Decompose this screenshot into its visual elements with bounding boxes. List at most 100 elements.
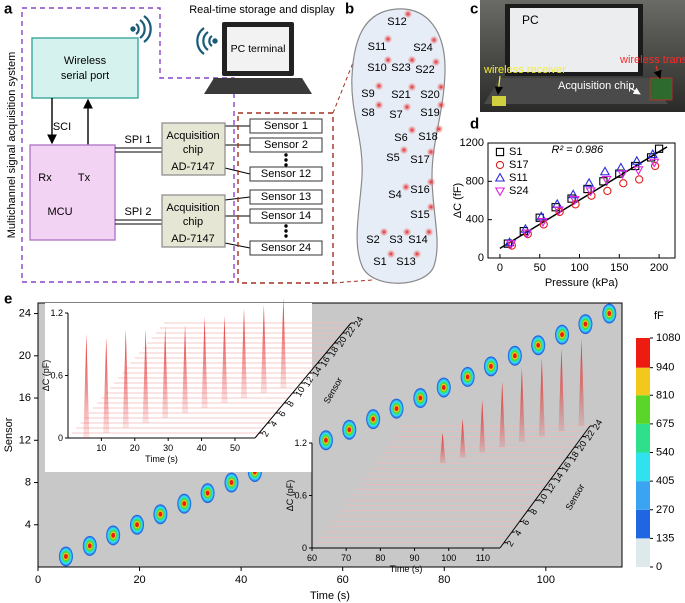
marker: [569, 195, 580, 206]
sensor-dot: [407, 55, 417, 65]
peak: [221, 315, 228, 403]
z-tick-label: 2: [505, 539, 516, 548]
peak: [280, 297, 287, 388]
transmitter-board: [649, 77, 673, 101]
blob: [130, 514, 145, 535]
colorbar-segment: [636, 538, 650, 567]
receiver: [492, 96, 506, 106]
sensor-dot: [383, 55, 393, 65]
x-tick-label: 20: [130, 443, 140, 453]
chip-box: [161, 122, 226, 176]
y-tick-label: 0: [58, 433, 63, 443]
marker: [568, 189, 579, 199]
legend-label: S11: [509, 172, 528, 184]
blob-layer: [418, 395, 423, 401]
chip-label: AD-7147: [171, 233, 214, 245]
marker: [583, 177, 595, 187]
insole-sensor-label: S2: [366, 234, 379, 246]
sensor-dot: [386, 249, 396, 259]
peak: [103, 337, 110, 433]
insole: S12 S11 S24 S10 S23 S22 S9 S21 S20 S8 S7 S19 S6 S18 S5…: [351, 8, 446, 284]
x-tick-label: 30: [163, 443, 173, 453]
y-tick-label: 1.2: [294, 438, 307, 448]
sensor-dot: [402, 227, 412, 237]
chip-box: [161, 194, 226, 248]
blob: [153, 504, 168, 525]
y-tick-label: 400: [466, 214, 484, 226]
insole-sensor-label: S11: [368, 41, 387, 53]
y-axis-label: ΔC (pF): [41, 360, 51, 392]
peak: [182, 324, 189, 413]
x-tick-label: 20: [133, 574, 145, 586]
y-tick-label: 8: [25, 477, 31, 489]
z-tick-label: 22: [583, 428, 597, 442]
blob-layer: [111, 532, 116, 538]
x-tick-label: 150: [610, 262, 628, 274]
x-tick-label: 60: [307, 553, 317, 563]
blob-layer: [512, 353, 517, 359]
z-tick-label: 16: [318, 355, 332, 369]
sensor-box: [249, 189, 323, 205]
laptop-base: [204, 78, 312, 94]
sensor-dot: [399, 145, 409, 155]
chip-label: AD-7147: [171, 161, 214, 173]
insole-sensor-label: S23: [391, 62, 411, 74]
blob: [389, 398, 404, 419]
sensor-dot: [431, 57, 441, 67]
chip-label: Acquisition: [166, 202, 219, 214]
z-tick-label: 20: [335, 335, 349, 349]
blob: [106, 525, 121, 546]
blob: [413, 388, 428, 409]
colorbar-tick-label: 540: [656, 447, 674, 459]
arrow: [494, 75, 503, 96]
peak: [122, 329, 129, 428]
legend-marker: [494, 187, 506, 197]
blob: [436, 377, 451, 398]
panel-label: d: [470, 116, 479, 133]
z-tick-label: 4: [268, 419, 279, 428]
sensor-dot: [436, 82, 446, 92]
annotation: R² = 0.986: [552, 144, 605, 156]
x-tick-label: 80: [375, 553, 385, 563]
insole-sensor-label: S20: [420, 89, 440, 101]
insole-sensor-label: S16: [410, 184, 430, 196]
x-tick-label: 0: [497, 262, 503, 274]
insole-sensor-label: S21: [391, 89, 411, 101]
sensor-label: Sensor 13: [261, 191, 311, 203]
x-tick-label: 40: [197, 443, 207, 453]
blob: [555, 324, 570, 345]
sensor-dot: [402, 102, 412, 112]
z-axis: [499, 425, 591, 549]
x-tick-label: 200: [650, 262, 668, 274]
marker: [631, 155, 642, 165]
marker: [505, 240, 517, 250]
sci-label: SCI: [53, 121, 71, 133]
system-diagram: Multichannel signal acquisition system R…: [6, 4, 373, 284]
blob: [483, 356, 498, 377]
mcu-box: [29, 144, 116, 241]
z-tick-label: 6: [277, 409, 288, 418]
sensor-dot: [374, 100, 384, 110]
sensor-box: [249, 137, 323, 153]
rx-label: Rx: [38, 172, 52, 184]
insole-sensor-label: S4: [388, 189, 401, 201]
legend-marker: [494, 172, 506, 182]
system-label: Multichannel signal acquisition system: [6, 52, 18, 238]
colorbar-tick-label: 135: [656, 532, 674, 544]
blob-layer: [536, 342, 541, 348]
legend-label: S1: [509, 146, 522, 158]
insole-sensor-label: S1: [373, 256, 386, 268]
marker: [537, 218, 549, 228]
peak: [83, 333, 90, 438]
y-tick-label: 0: [302, 543, 307, 553]
mcu-label: MCU: [47, 206, 72, 218]
sensor-dot: [426, 147, 436, 157]
photo-transmitter-label: wireless transmitter: [619, 54, 685, 66]
z-tick-label: 12: [544, 481, 558, 495]
z-tick-label: 14: [552, 471, 566, 485]
marker: [615, 169, 624, 178]
wireless-label: Wireless: [64, 55, 107, 67]
y-tick-label: 24: [19, 308, 31, 320]
marker: [521, 229, 533, 239]
legend-marker: [495, 160, 505, 170]
